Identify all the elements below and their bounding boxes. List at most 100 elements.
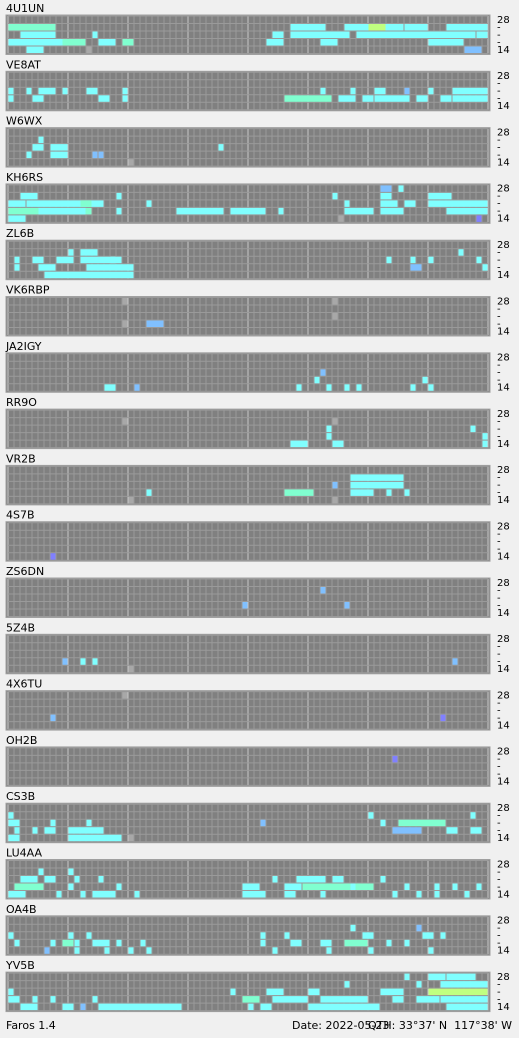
band-label: - [497,544,501,555]
band-label: 14 [497,889,510,900]
station-call: OH2B [6,734,37,747]
signal-cell [380,819,386,827]
signal-cell [8,39,68,46]
signal-cell [26,46,44,53]
signal-cell [446,24,488,31]
station-call: YV5B [5,959,35,972]
signal-cell [20,1003,38,1011]
signal-cell [128,159,134,166]
band-label: - [497,86,501,97]
signal-cell [344,207,374,215]
band-label: 28 [497,184,510,195]
signal-cell [326,947,332,954]
signal-cell [242,891,266,898]
signal-cell [350,883,356,890]
signal-cell [416,95,428,102]
signal-cell [104,384,116,391]
signal-cell [374,87,386,95]
signal-cell [362,932,374,939]
band-label: 28 [497,240,510,251]
signal-cell [8,215,26,222]
band-label: - [497,529,501,540]
band-label: - [497,979,501,990]
signal-cell [332,440,344,448]
signal-cell [8,95,14,102]
signal-cell [146,489,152,496]
signal-cell [68,932,74,939]
signal-cell [68,868,74,875]
signal-cell [284,95,332,102]
signal-cell [8,87,14,95]
station-call: CS3B [6,790,35,803]
signal-cell [80,256,116,264]
station-call: VR2B [6,452,36,465]
signal-cell [272,996,308,1003]
signal-cell [44,271,134,279]
band-label: 28 [497,972,510,983]
signal-cell [74,876,80,883]
band-label: - [497,37,501,48]
band-label: 28 [497,803,510,814]
band-label: 28 [497,15,510,26]
signal-cell [8,834,20,842]
signal-cell [428,39,464,46]
band-label: - [497,536,501,547]
signal-cell [50,714,56,722]
band-label: - [497,649,501,660]
signal-cell [230,988,236,996]
signal-cell [98,1003,182,1011]
signal-cell [476,215,482,222]
band-label: - [497,206,501,217]
station-call: 4X6TU [6,678,42,691]
signal-cell [272,947,278,954]
band-label: 28 [497,859,510,870]
signal-cell [26,151,32,159]
band-label: 14 [497,45,510,56]
band-label: - [497,199,501,210]
signal-cell [80,658,86,665]
signal-cell [86,819,92,827]
signal-cell [122,298,128,305]
band-label: - [497,142,501,153]
signal-cell [440,996,488,1003]
band-label: - [497,593,501,604]
signal-cell [122,320,128,327]
band-label: 28 [497,521,510,532]
signal-cell [260,932,266,939]
signal-cell [104,947,110,954]
band-label: 28 [497,71,510,82]
signal-cell [440,932,446,939]
signal-cell [68,827,104,834]
signal-cell [374,95,410,102]
signal-cell [380,876,386,883]
signal-cell [434,883,440,890]
signal-cell [266,988,284,996]
signal-cell [482,440,488,448]
signal-cell [92,658,98,665]
signal-cell [92,891,116,898]
band-label: - [497,94,501,105]
signal-cell [92,939,110,947]
signal-cell [14,256,20,264]
signal-cell [38,207,86,215]
signal-cell [392,827,422,834]
signal-cell [50,939,56,947]
signal-cell [98,876,104,883]
signal-cell [8,988,14,996]
signal-cell [8,996,20,1003]
signal-cell [290,939,302,947]
signal-cell [398,819,446,827]
signal-cell [476,883,482,890]
signal-cell [350,481,404,489]
signal-cell [356,384,362,391]
signal-cell [416,981,422,988]
signal-cell [440,981,488,988]
signal-cell [272,31,284,38]
signal-cell [332,876,344,883]
signal-cell [404,87,410,95]
